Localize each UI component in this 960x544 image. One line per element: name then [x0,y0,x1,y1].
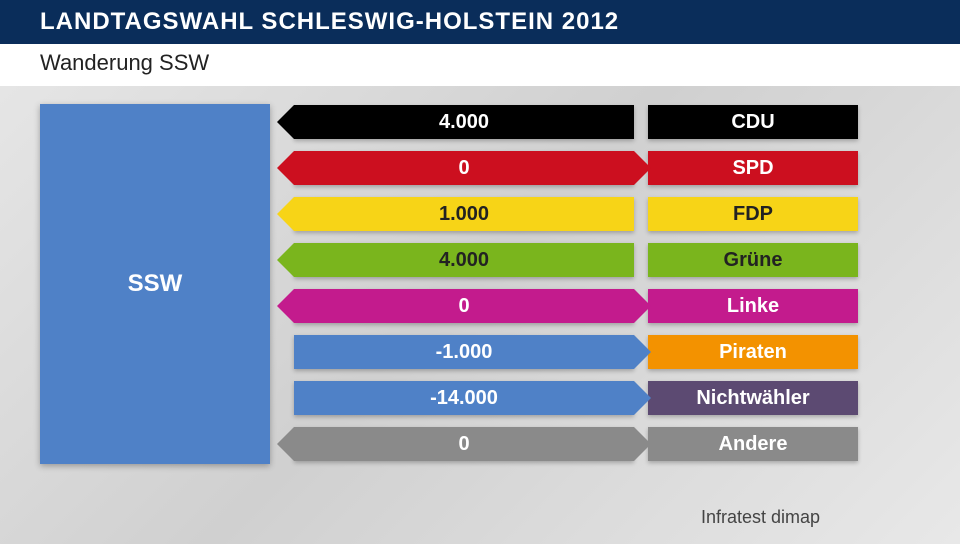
flow-value: 4.000 [439,249,489,272]
flow-row: 0 SPD [294,150,920,186]
flow-party-label: CDU [648,105,858,139]
arrow-left-icon [277,105,294,139]
flow-arrow-bar: 4.000 [294,243,634,277]
arrow-right-icon [634,381,651,415]
flow-party-label: Linke [648,289,858,323]
arrow-left-icon [277,151,294,185]
flow-value: 0 [458,157,469,180]
arrow-left-icon [277,289,294,323]
flow-arrow-bar: 0 [294,151,634,185]
chart-content: SSW 4.000 CDU 0 SPD 1.000 FDP 4.000 Grüne 0 Linke… [0,86,960,464]
header-title: LANDTAGSWAHL SCHLESWIG-HOLSTEIN 2012 [0,0,960,44]
flow-party-label: SPD [648,151,858,185]
source-label: Infratest dimap [701,507,820,528]
arrow-right-icon [634,151,651,185]
flow-party-label: Grüne [648,243,858,277]
flow-value: 4.000 [439,111,489,134]
flow-row: 4.000 CDU [294,104,920,140]
flow-arrow-bar: 1.000 [294,197,634,231]
flow-value: 0 [458,295,469,318]
arrow-left-icon [277,197,294,231]
flow-value: -1.000 [436,341,493,364]
chart-subtitle: Wanderung SSW [0,44,960,86]
flow-rows: 4.000 CDU 0 SPD 1.000 FDP 4.000 Grüne 0 Linke -1.0… [294,104,920,464]
flow-arrow-bar: -1.000 [294,335,634,369]
party-name: SSW [128,270,183,298]
flow-arrow-bar: 4.000 [294,105,634,139]
flow-party-label: Nichtwähler [648,381,858,415]
flow-party-label: FDP [648,197,858,231]
flow-row: 1.000 FDP [294,196,920,232]
flow-row: -1.000 Piraten [294,334,920,370]
arrow-left-icon [277,427,294,461]
flow-arrow-bar: -14.000 [294,381,634,415]
flow-row: 0 Andere [294,426,920,462]
arrow-left-icon [277,243,294,277]
flow-party-label: Andere [648,427,858,461]
flow-arrow-bar: 0 [294,289,634,323]
flow-row: -14.000 Nichtwähler [294,380,920,416]
arrow-right-icon [634,427,651,461]
flow-value: 1.000 [439,203,489,226]
flow-row: 4.000 Grüne [294,242,920,278]
flow-value: 0 [458,433,469,456]
flow-value: -14.000 [430,387,498,410]
party-box: SSW [40,104,270,464]
flow-party-label: Piraten [648,335,858,369]
flow-row: 0 Linke [294,288,920,324]
flow-arrow-bar: 0 [294,427,634,461]
arrow-right-icon [634,289,651,323]
arrow-right-icon [634,335,651,369]
